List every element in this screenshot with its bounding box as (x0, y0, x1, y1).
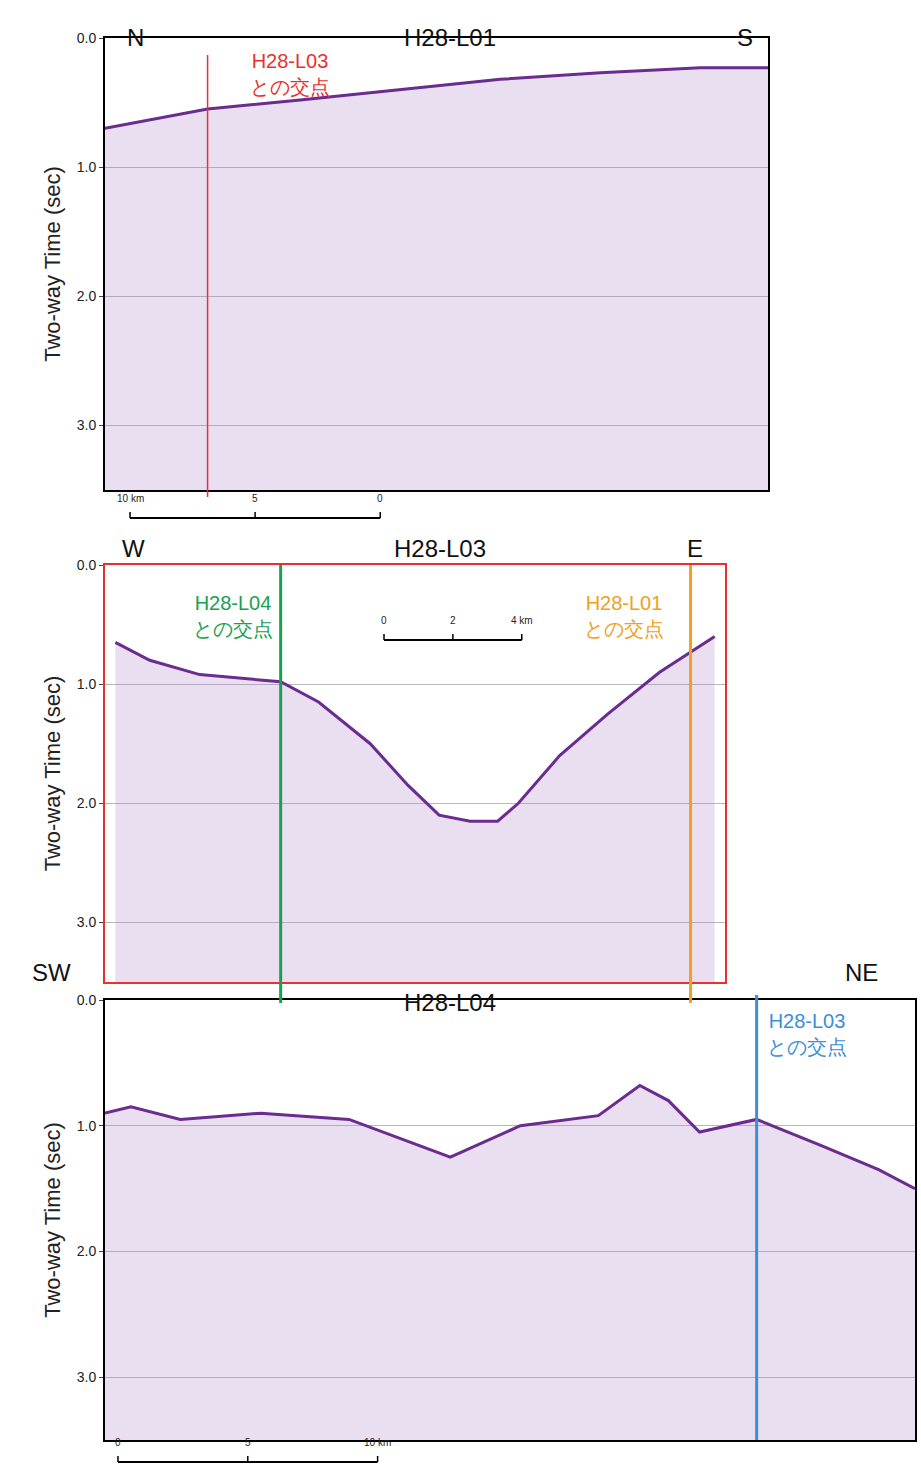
svg-text:S: S (737, 24, 753, 51)
svg-text:Two-way Time (sec): Two-way Time (sec) (40, 1122, 65, 1318)
svg-text:10 km: 10 km (117, 493, 144, 504)
svg-text:H28-L03との交点: H28-L03との交点 (767, 1010, 847, 1058)
svg-text:H28-L03: H28-L03 (394, 535, 486, 562)
svg-text:H28-L01との交点: H28-L01との交点 (584, 592, 664, 640)
svg-text:H28-L04との交点: H28-L04との交点 (193, 592, 273, 640)
svg-text:4 km: 4 km (511, 615, 533, 626)
svg-text:2.0: 2.0 (77, 1243, 97, 1259)
svg-text:0.0: 0.0 (77, 30, 97, 46)
svg-text:1.0: 1.0 (77, 676, 97, 692)
svg-text:2.0: 2.0 (77, 288, 97, 304)
svg-text:5: 5 (245, 1437, 251, 1448)
svg-text:2: 2 (450, 615, 456, 626)
svg-text:1.0: 1.0 (77, 159, 97, 175)
svg-text:W: W (122, 535, 145, 562)
svg-text:2.0: 2.0 (77, 795, 97, 811)
svg-text:E: E (687, 535, 703, 562)
svg-text:Two-way Time (sec): Two-way Time (sec) (40, 676, 65, 872)
svg-text:0: 0 (381, 615, 387, 626)
svg-text:H28-L04: H28-L04 (404, 989, 496, 1016)
svg-text:10 km: 10 km (364, 1437, 391, 1448)
svg-text:0: 0 (115, 1437, 121, 1448)
svg-text:3.0: 3.0 (77, 914, 97, 930)
svg-text:H28-L03との交点: H28-L03との交点 (250, 50, 330, 98)
svg-text:N: N (127, 24, 144, 51)
svg-text:0.0: 0.0 (77, 992, 97, 1008)
svg-text:3.0: 3.0 (77, 417, 97, 433)
svg-text:1.0: 1.0 (77, 1118, 97, 1134)
svg-text:3.0: 3.0 (77, 1369, 97, 1385)
svg-text:0: 0 (377, 493, 383, 504)
svg-text:5: 5 (252, 493, 258, 504)
svg-text:0.0: 0.0 (77, 557, 97, 573)
svg-text:SW: SW (32, 959, 71, 986)
svg-text:H28-L01: H28-L01 (404, 24, 496, 51)
svg-text:Two-way Time (sec): Two-way Time (sec) (40, 166, 65, 362)
svg-text:NE: NE (845, 959, 878, 986)
